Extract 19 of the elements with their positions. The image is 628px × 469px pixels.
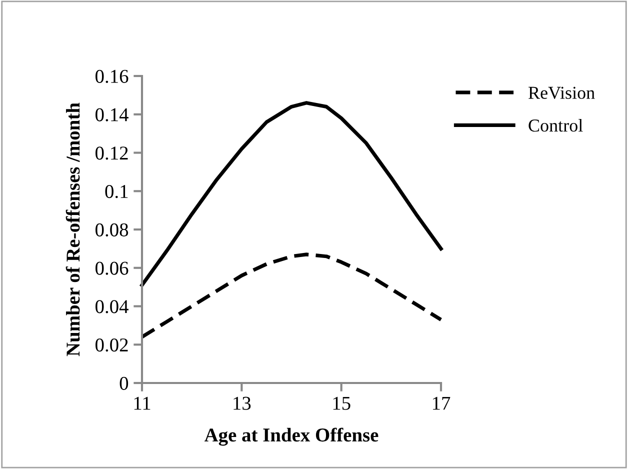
y-tick-label: 0.1 <box>105 184 128 198</box>
y-tick-label: 0.08 <box>96 223 128 237</box>
y-tick-label: 0.06 <box>96 262 128 275</box>
x-axis-title: Age at Index Offense <box>204 428 378 446</box>
y-tick-label: 0.04 <box>96 300 128 314</box>
x-tick-label: 15 <box>333 396 350 410</box>
legend-label: ReVision <box>528 86 595 100</box>
x-tick-label: 13 <box>234 396 251 410</box>
y-axis-title: Number of Re-offenses /month <box>66 102 80 356</box>
line-series <box>140 101 443 287</box>
y-tick-label: 0.02 <box>96 338 128 352</box>
legend-label: Control <box>528 118 583 132</box>
y-tick-label: 0.12 <box>96 146 128 160</box>
x-tick-label: 11 <box>134 396 150 410</box>
line-series <box>140 252 443 339</box>
y-tick-label: 0.14 <box>96 108 128 122</box>
y-tick-label: 0 <box>120 376 128 390</box>
x-tick-label: 17 <box>432 396 450 410</box>
y-tick-label: 0.16 <box>96 70 128 84</box>
